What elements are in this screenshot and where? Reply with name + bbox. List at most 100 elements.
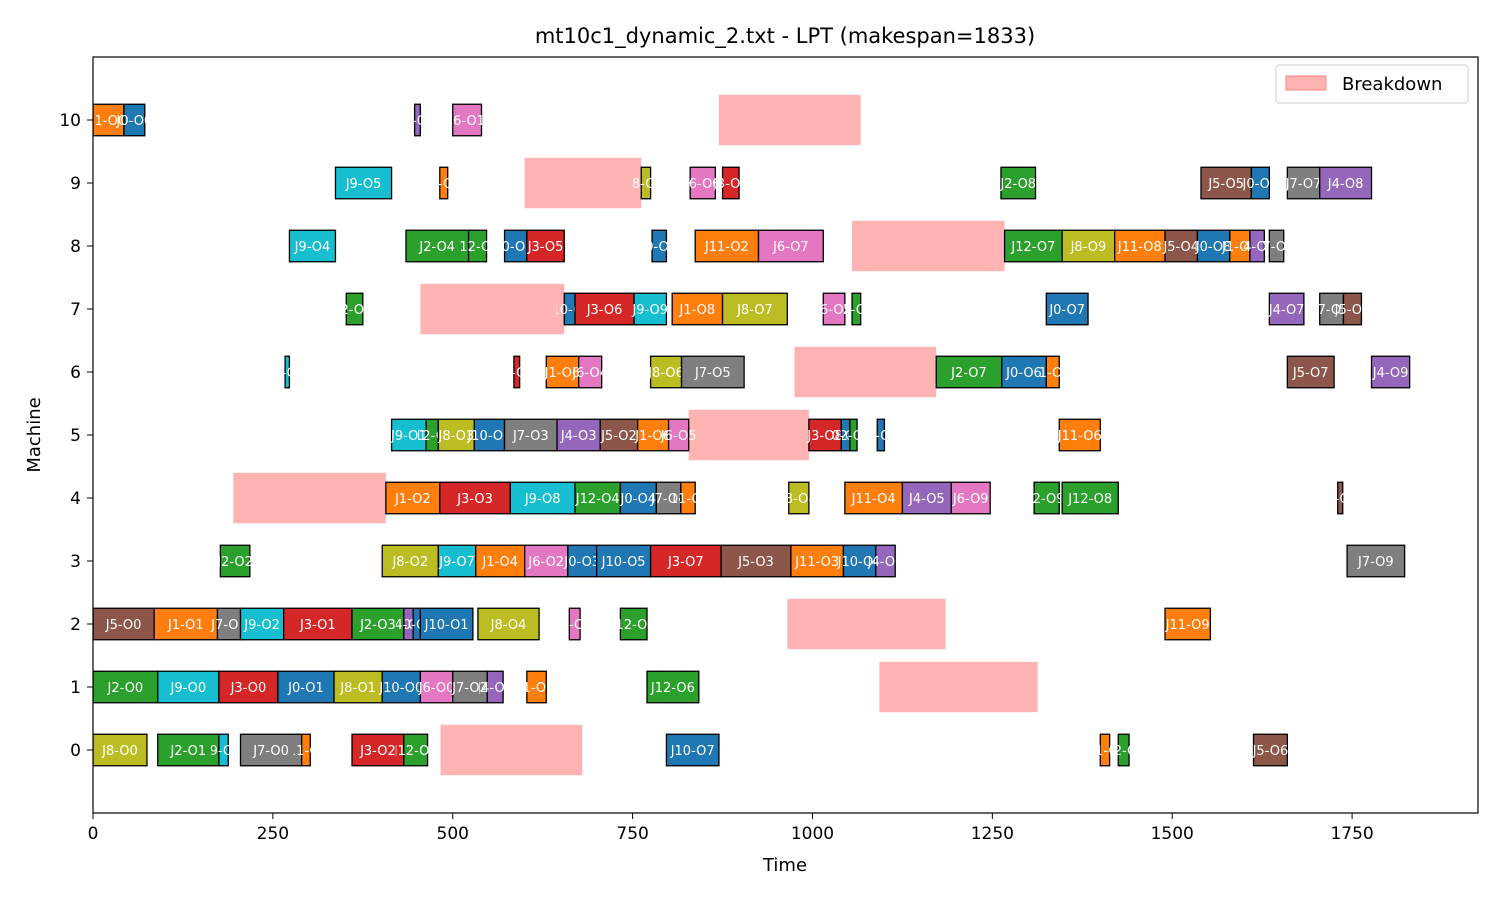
op-j2-o4-m8: J2-O4 xyxy=(405,229,470,263)
op-label-j8-o6: J8-O6 xyxy=(647,366,684,381)
op-label-j3-o5: J3-O5 xyxy=(527,240,564,255)
op-label-j2-o9: J2-O9 xyxy=(1028,492,1065,507)
op-j11-o0-m0: J11-O0 xyxy=(294,733,318,767)
op-j6-o4-m6: J6-O4 xyxy=(571,355,608,389)
x-tick-label-1750: 1750 xyxy=(1330,824,1373,844)
op-bar-j10-o1 xyxy=(419,607,474,641)
op-j9-o1-m0: J9-O1 xyxy=(211,733,236,767)
op-label-j10-o2: J10-O2 xyxy=(466,429,511,444)
op-bar-j11-o3 xyxy=(790,544,845,578)
breakdown-m6-975 xyxy=(794,346,937,398)
op-j1-o6-m5: J1-O6 xyxy=(634,418,671,452)
breakdown-m7-455 xyxy=(420,283,565,335)
op-label-j8-o5: J8-O5 xyxy=(627,177,664,192)
op-bar-j6-o4 xyxy=(577,355,603,389)
op-j10-o2-m5: J10-O2 xyxy=(466,418,511,452)
op-bar-j1-o1 xyxy=(153,607,219,641)
op-j5-o2-m5: J5-O2 xyxy=(599,418,639,452)
op-bar-j11-o0 xyxy=(300,733,311,767)
op-bar-j8-o6 xyxy=(649,355,683,389)
y-tick-label-7: 7 xyxy=(70,300,81,320)
op-j10-o7-m0: J10-O7 xyxy=(665,733,720,767)
op-label-j0-o1: J0-O1 xyxy=(287,681,324,696)
op-label-j5-o2: J5-O2 xyxy=(600,429,637,444)
op-j2-o9-m4: J2-O9 xyxy=(1028,481,1065,515)
op-bar-j0-o7 xyxy=(1045,292,1089,326)
op-label-j7-o4: J7-O4 xyxy=(650,492,687,507)
op-j12-o4-m4: J12-O4 xyxy=(574,481,622,515)
op-label-j6-o5: J6-O5 xyxy=(660,429,697,444)
breakdown-m2-965 xyxy=(787,598,946,650)
y-axis: 0 1 2 3 4 5 6 7 8 9 10 xyxy=(59,111,93,761)
op-bar-j4-o2 xyxy=(486,670,504,704)
op-j11-o2-m8: J11-O2 xyxy=(694,229,760,263)
op-j7-o8-m7: J7-O8 xyxy=(1313,292,1349,326)
op-label-j2-o4: J2-O4 xyxy=(418,240,455,255)
op-label-j7-o3: J7-O3 xyxy=(512,429,549,444)
op-bar-j8-o8 xyxy=(788,481,810,515)
y-tick-label-2: 2 xyxy=(70,615,81,635)
op-j8-o1-m1: J8-O1 xyxy=(333,670,383,704)
op-bar-j7-o5 xyxy=(680,355,745,389)
op-j3-o8-m5: J3-O8 xyxy=(806,418,843,452)
op-bar-j7-o6 xyxy=(1268,229,1285,263)
op-bar-j9-o9 xyxy=(633,292,668,326)
op-j5-o4-m8: J5-O4 xyxy=(1162,229,1199,263)
op-bar-j6-o6 xyxy=(689,166,717,200)
op-j1-o3-m1: J1-O3 xyxy=(518,670,555,704)
op-j11-o3-m3: J11-O3 xyxy=(790,544,845,578)
op-bar-j3-o4 xyxy=(513,355,521,389)
op-bar-j10-o6 xyxy=(842,544,877,578)
op-bar-j1-o7 xyxy=(1045,355,1060,389)
op-j6-o0-m1: J6-O0 xyxy=(418,670,454,704)
op-label-j1-o3: J1-O3 xyxy=(518,681,555,696)
op-label-j2-o0: J2-O0 xyxy=(107,681,144,696)
op-j3-o1-m2: J3-O1 xyxy=(283,607,353,641)
op-j7-o5-m6: J7-O5 xyxy=(680,355,745,389)
op-label-j9-o8: J9-O8 xyxy=(524,492,561,507)
op-bar-j1-o6 xyxy=(545,355,580,389)
op-j3-o5-m8: J3-O5 xyxy=(526,229,565,263)
op-j0-o3-m3: J0-O3 xyxy=(563,544,600,578)
op-j2-o1-m0: J2-O1 xyxy=(157,733,220,767)
op-j9-o9-m7: J9-O9 xyxy=(631,292,668,326)
op-bar-j8-o1 xyxy=(333,670,383,704)
op-bar-j2-o4 xyxy=(405,229,470,263)
op-label-j4-o7: J4-O7 xyxy=(1268,303,1305,318)
op-j5-o8-m7: J5-O8 xyxy=(1335,292,1369,326)
op-bar-j10-o7 xyxy=(665,733,720,767)
op-bar-j5-o7 xyxy=(1286,355,1335,389)
op-label-j1-o6: J1-O6 xyxy=(544,366,581,381)
op-label-j2-o2: J2-O2 xyxy=(216,555,253,570)
op-j9-o2-m2: J9-O2 xyxy=(239,607,285,641)
op-bar-j11-o8 xyxy=(1114,229,1166,263)
op-j4-o9-m6: J4-O9 xyxy=(1370,355,1411,389)
op-label-j8-o7: J8-O7 xyxy=(736,303,773,318)
op-bar-j2-o3 xyxy=(345,292,364,326)
op-j0-o6-m6: J0-O6 xyxy=(1001,355,1047,389)
x-tick-label-250: 250 xyxy=(257,824,289,844)
y-tick-label-5: 5 xyxy=(70,426,81,446)
op-bar-j7-o2 xyxy=(452,670,488,704)
breakdown-m8-1055 xyxy=(852,220,1005,272)
op-bar-j2-o3 xyxy=(351,607,405,641)
op-j10-o1-m2: J10-O1 xyxy=(419,607,474,641)
op-j7-o9-m3: J7-O9 xyxy=(1346,544,1406,578)
op-label-j4-o6: J4-O6 xyxy=(867,555,904,570)
x-tick-label-750: 750 xyxy=(616,824,648,844)
op-label-j3-o8: J3-O8 xyxy=(806,429,843,444)
op-label-j12-o3: J12-O3 xyxy=(455,240,500,255)
op-bar-j12-o5 xyxy=(619,607,648,641)
op-j0-o4-m8: J0-O4 xyxy=(644,229,674,263)
y-axis-label: Machine xyxy=(24,397,45,472)
op-j9-o1-m5: J9-O1 xyxy=(390,418,427,452)
op-label-j11-o4: J11-O4 xyxy=(665,492,710,507)
op-bar-j7-o4 xyxy=(655,481,682,515)
op-j10-o6-m3: J10-O6 xyxy=(837,544,882,578)
op-bar-j8-o7 xyxy=(721,292,788,326)
op-bar-j5-o2 xyxy=(599,418,639,452)
op-bar-j4-o8 xyxy=(1319,166,1373,200)
op-j8-o7-m7: J8-O7 xyxy=(721,292,788,326)
op-label-j3-o3: J3-O3 xyxy=(456,492,493,507)
breakdown-m1-1093 xyxy=(879,661,1038,713)
